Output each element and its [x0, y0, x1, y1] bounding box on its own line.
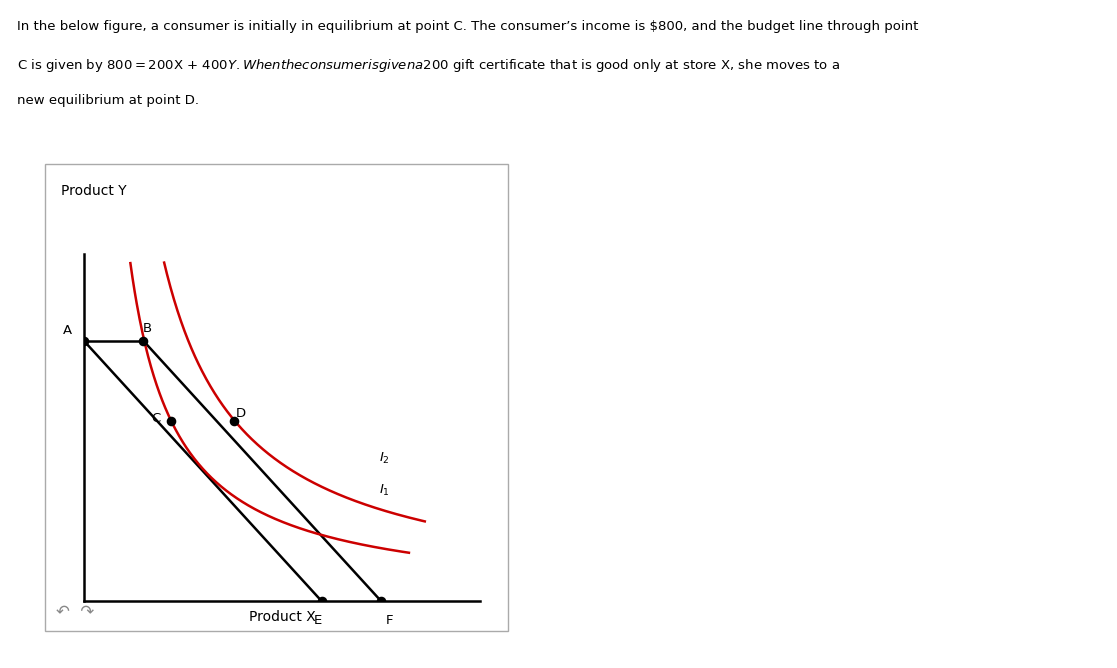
Text: Product Y: Product Y [61, 184, 127, 198]
Point [313, 596, 331, 607]
Point [75, 335, 93, 346]
Text: B: B [143, 322, 152, 335]
Text: $I_2$: $I_2$ [379, 451, 390, 466]
Text: D: D [236, 407, 246, 420]
Text: $I_1$: $I_1$ [379, 482, 390, 498]
X-axis label: Product X: Product X [249, 609, 315, 623]
Point [134, 335, 152, 346]
Point [226, 415, 244, 426]
Text: A: A [64, 324, 73, 337]
Text: E: E [314, 614, 322, 627]
Text: C is given by $800 = $200X + $400Y. When the consumer is given a $200 gift certi: C is given by $800 = $200X + $400Y. When… [17, 57, 840, 73]
Text: In the below figure, a consumer is initially in equilibrium at point C. The cons: In the below figure, a consumer is initi… [17, 20, 918, 33]
Text: new equilibrium at point D.: new equilibrium at point D. [17, 94, 199, 106]
Point [372, 596, 390, 607]
Point [162, 415, 180, 426]
Text: ↶  ↷: ↶ ↷ [56, 603, 94, 621]
Text: F: F [385, 614, 393, 627]
Text: C: C [151, 412, 161, 426]
